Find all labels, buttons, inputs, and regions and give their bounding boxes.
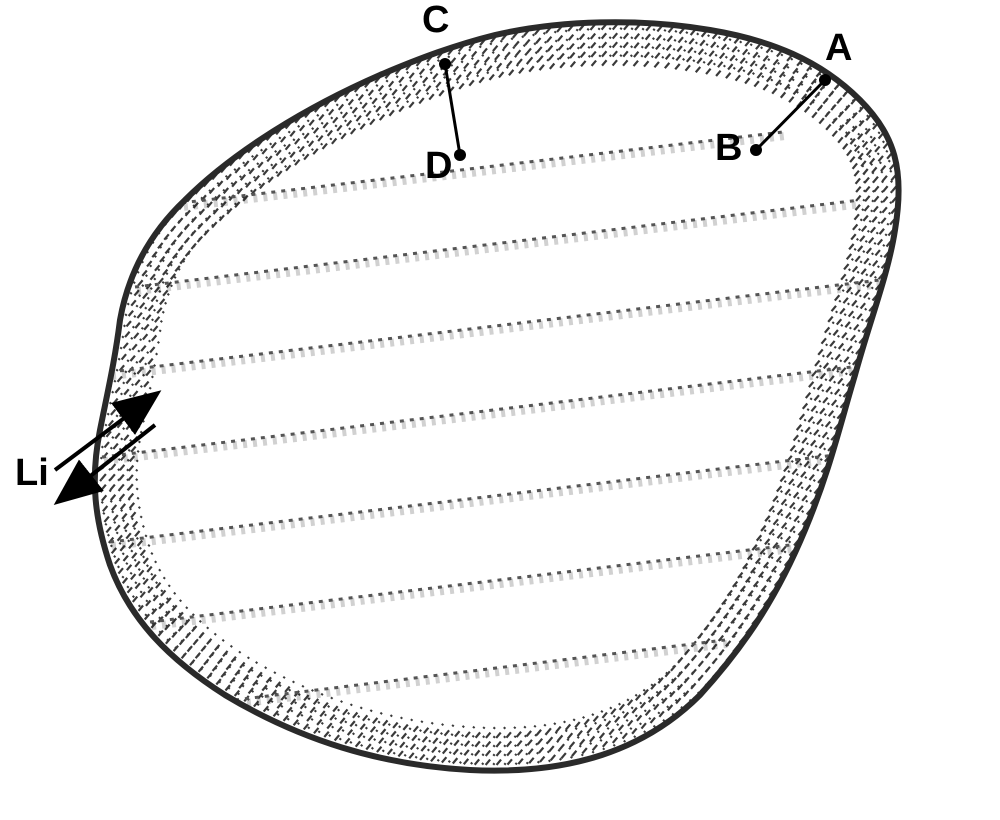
layer-lines bbox=[102, 132, 882, 704]
particle-outline bbox=[95, 22, 899, 770]
layer-line-1 bbox=[135, 200, 860, 287]
layer-line-6 bbox=[235, 640, 725, 700]
marker-label-b: B bbox=[715, 127, 742, 169]
layer-line-4 bbox=[110, 455, 835, 542]
marker-label-li: Li bbox=[15, 452, 49, 494]
marker-label-c: C bbox=[422, 0, 449, 41]
marker-dot-b bbox=[750, 144, 762, 156]
layer-line-3 bbox=[102, 365, 868, 457]
marker-label-d: D bbox=[425, 145, 452, 187]
marker-label-a: A bbox=[825, 27, 852, 69]
particle-diagram: A B C D Li bbox=[0, 0, 1000, 820]
layer-line-5 bbox=[150, 545, 790, 622]
marker-dot-c bbox=[439, 58, 451, 70]
marker-dot-a bbox=[819, 74, 831, 86]
layer-line-2 bbox=[110, 280, 880, 372]
marker-dot-d bbox=[454, 149, 466, 161]
layer-line-0 bbox=[172, 132, 783, 204]
